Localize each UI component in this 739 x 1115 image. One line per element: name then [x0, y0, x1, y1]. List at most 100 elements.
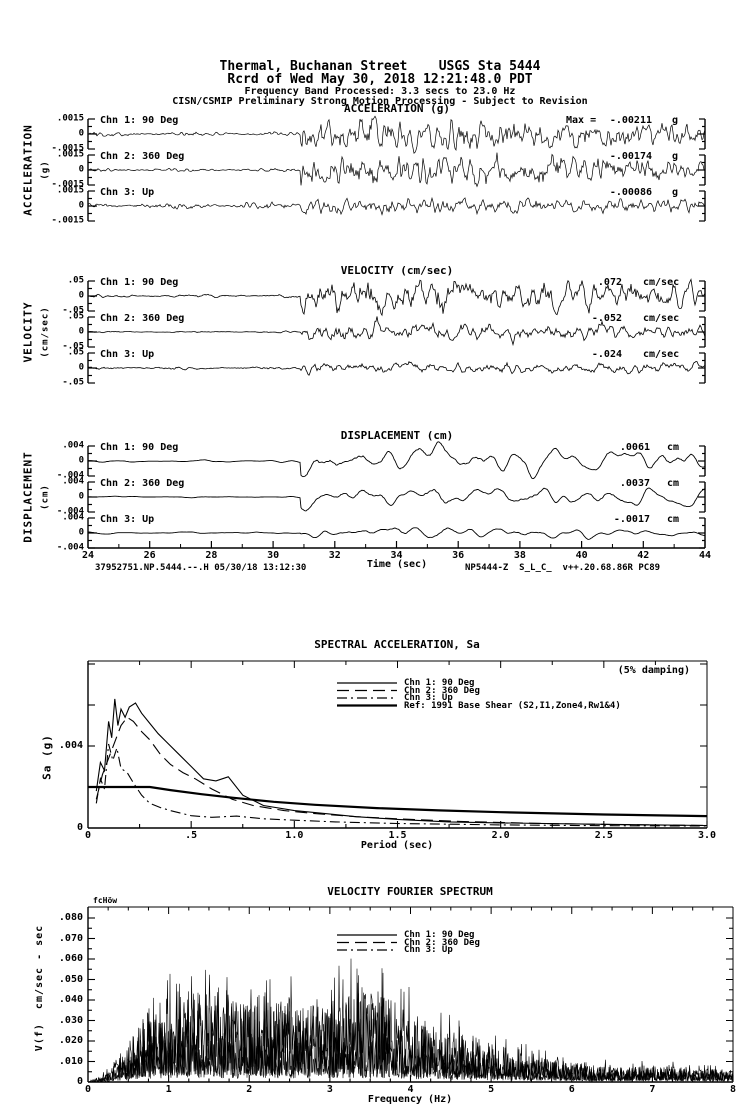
displacement-axis-unit: (cm): [40, 484, 51, 510]
peak-unit: cm: [667, 478, 680, 489]
sa-y-tick-label: .004: [58, 740, 83, 751]
legend-label: Ref: 1991 Base Shear (S2,I1,Zone4,Rw1&4): [404, 700, 621, 711]
ff-x-tick-label: 5: [488, 1084, 495, 1095]
channel-label: Chn 2: 360 Deg: [100, 313, 185, 324]
damping-note: (5% damping): [617, 665, 690, 676]
legend-label: Chn 3: Up: [404, 945, 453, 955]
x-tick-label: 30: [267, 550, 280, 561]
acceleration-panel-title: ACCELERATION (g): [344, 102, 450, 115]
y-tick-label: 0: [78, 164, 84, 175]
ff-y-tick-label: .030: [58, 1014, 83, 1026]
y-tick-label: .004: [62, 476, 84, 487]
ff-y-tick-label: .070: [58, 932, 83, 944]
y-tick-label: -.05: [62, 341, 84, 352]
x-tick-label: 32: [328, 550, 341, 561]
ff-y-tick-label: .060: [58, 953, 83, 964]
acceleration-axis-unit: (g): [40, 160, 51, 180]
legend-label: Chn 1: 90 Deg: [404, 678, 475, 688]
y-tick-label: 0: [78, 326, 84, 337]
peak-unit: g: [672, 115, 679, 126]
waveform-panel2-chn1: [87, 278, 706, 317]
processing-footer: NP5444-Z S_L_C_ v++.20.68.86R PC89: [465, 563, 661, 573]
peak-unit: cm: [667, 442, 680, 453]
y-tick-label: .004: [62, 512, 84, 523]
sa-x-tick-label: 2.0: [491, 830, 510, 841]
y-tick-label: .004: [62, 440, 84, 451]
sa-curve-2: [95, 716, 708, 827]
peak-value: .072: [597, 277, 622, 288]
x-tick-label: 28: [205, 550, 218, 561]
sa-x-tick-label: 1.5: [388, 830, 407, 841]
ff-x-tick-label: 0: [84, 1084, 92, 1095]
velocity-axis-label: VELOCITY: [21, 301, 35, 363]
peak-value: -.00211: [609, 115, 652, 126]
channel-label: Chn 1: 90 Deg: [100, 277, 179, 288]
y-tick-label: .0015: [56, 149, 84, 160]
ff-y-tick-label: .080: [58, 912, 83, 923]
x-tick-label: 26: [143, 550, 156, 561]
waveform-panel3-chn2: [88, 487, 706, 512]
waveform-panel3-chn1: [87, 441, 706, 480]
frequency-band-note: Frequency Band Processed: 3.3 secs to 23…: [244, 86, 516, 97]
channel-label: Chn 3: Up: [100, 514, 155, 525]
acceleration-axis-label: ACCELERATION: [21, 124, 35, 216]
peak-value: .0037: [619, 478, 650, 489]
channel-label: Chn 3: Up: [100, 349, 155, 360]
ff-y-tick-label: .020: [58, 1035, 83, 1046]
channel-label: Chn 1: 90 Deg: [100, 115, 179, 126]
y-tick-label: 0: [78, 200, 84, 211]
ff-x-tick-label: 8: [729, 1084, 737, 1095]
legend-label: Chn 1: 90 Deg: [404, 930, 475, 940]
y-tick-label: 0: [78, 290, 84, 301]
sa-y-axis-label: Sa (g): [40, 734, 54, 780]
sa-y-tick-label: 0: [76, 822, 83, 833]
y-tick-label: -.05: [62, 377, 84, 388]
fourier-plot-title: VELOCITY FOURIER SPECTRUM: [327, 885, 493, 898]
station-title: Thermal, Buchanan Street USGS Sta 5444: [219, 59, 541, 74]
legend-label: Chn 2: 360 Deg: [404, 685, 480, 696]
y-tick-label: -.004: [56, 542, 84, 553]
y-tick-label: 0: [78, 128, 84, 139]
ff-x-tick-label: 2: [246, 1084, 253, 1095]
ff-y-tick-label: .040: [58, 994, 83, 1005]
sa-x-tick-label: 0: [84, 830, 92, 841]
x-tick-label: 36: [452, 550, 465, 561]
peak-value: -.00086: [609, 187, 652, 198]
ff-x-tick-label: 4: [407, 1084, 414, 1095]
y-tick-label: 0: [78, 527, 84, 538]
y-tick-label: -.0015: [51, 215, 84, 226]
sa-x-tick-label: 1.0: [285, 830, 304, 841]
period-axis-label: Period (sec): [360, 840, 434, 851]
ff-x-tick-label: 7: [649, 1084, 656, 1095]
velocity-panel-title: VELOCITY (cm/sec): [340, 264, 454, 277]
sa-x-tick-label: 3.0: [697, 830, 717, 841]
peak-unit: g: [672, 187, 679, 198]
time-axis-label: Time (sec): [366, 559, 428, 570]
frequency-axis-label: Frequency (Hz): [367, 1094, 453, 1105]
fourier-spectrum-chn2: [88, 969, 734, 1083]
velocity-axis-unit: (cm/sec): [40, 306, 51, 358]
y-tick-label: 0: [78, 455, 84, 466]
y-tick-label: -.0015: [51, 179, 84, 190]
channel-label: Chn 2: 360 Deg: [100, 478, 185, 489]
ff-y-tick-label: 0: [76, 1076, 83, 1087]
y-tick-label: -.004: [56, 506, 84, 517]
waveform-panel2-chn2: [87, 316, 706, 347]
legend-label: Chn 2: 360 Deg: [404, 937, 480, 948]
y-tick-label: -.05: [62, 305, 84, 316]
peak-value: -.024: [591, 349, 622, 360]
fourier-corner-note: fcHöw: [93, 896, 118, 905]
peak-unit: cm/sec: [643, 349, 680, 360]
ff-y-tick-label: .010: [58, 1055, 83, 1067]
waveform-panel2-chn3: [87, 360, 706, 376]
waveform-panel1-chn1: [87, 115, 706, 154]
waveform-panel1-chn3: [87, 196, 706, 216]
y-tick-label: -.0015: [51, 143, 84, 154]
ff-x-tick-label: 3: [326, 1084, 333, 1095]
peak-value: .0061: [619, 442, 650, 453]
ff-y-tick-label: .050: [58, 973, 83, 985]
y-tick-label: .05: [67, 347, 84, 358]
record-id-footer: 37952751.NP.5444.--.H 05/30/18 13:12:30: [95, 563, 307, 573]
sa-curve-3: [95, 743, 708, 827]
